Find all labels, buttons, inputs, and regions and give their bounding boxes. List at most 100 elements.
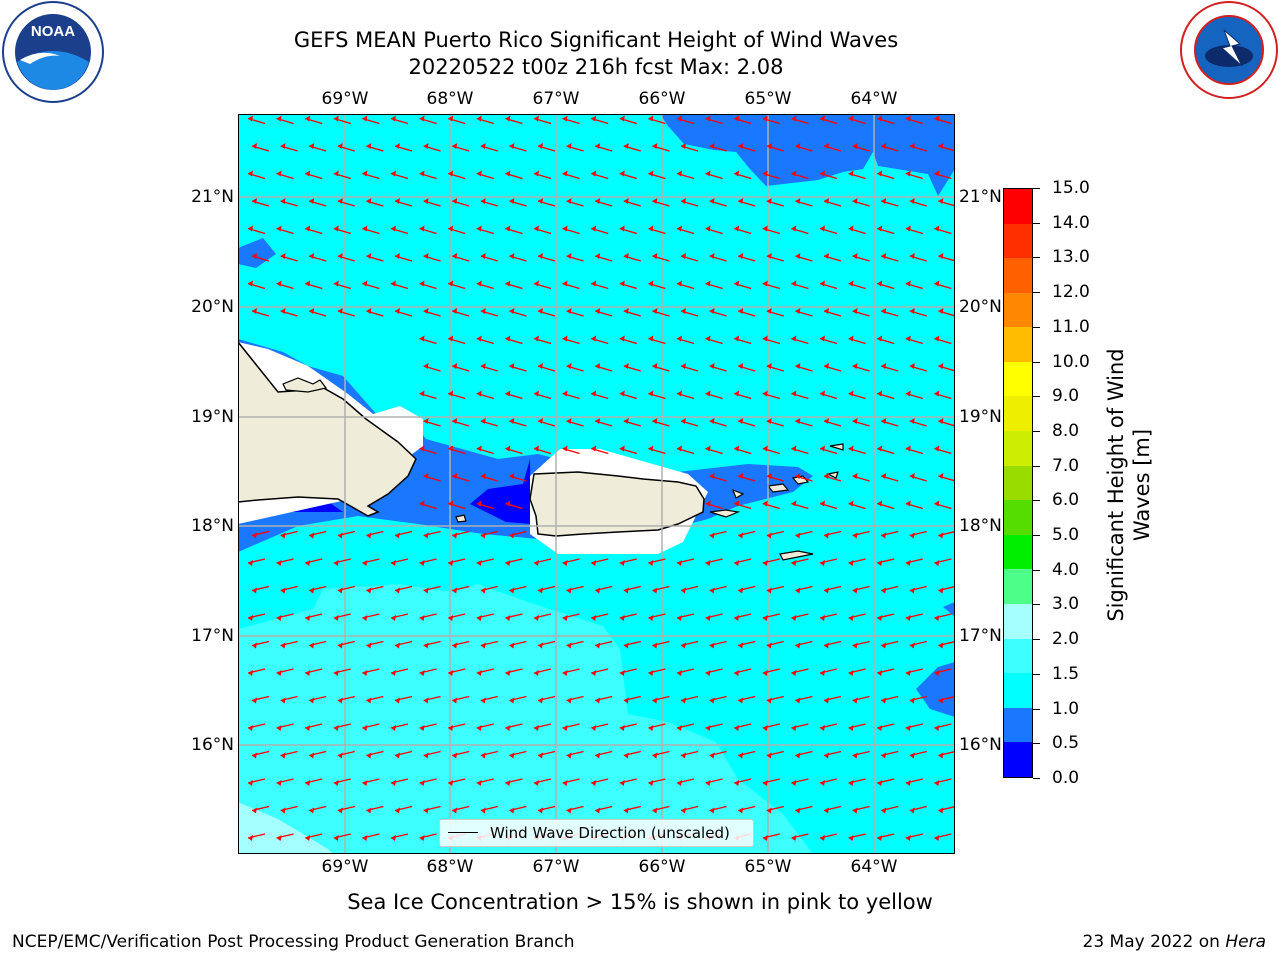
- wave-direction-arrowhead: [619, 780, 625, 786]
- wave-direction-arrowhead: [423, 253, 429, 259]
- vector-legend: Wind Wave Direction (unscaled): [439, 819, 754, 847]
- wave-direction-arrowhead: [824, 253, 829, 259]
- wave-direction-arrowhead: [791, 170, 797, 177]
- wave-direction-arrowhead: [423, 697, 429, 704]
- wave-direction-arrowhead: [652, 807, 658, 814]
- wave-direction-arrowhead: [705, 390, 711, 397]
- wave-field-0.5-1m: [916, 662, 955, 717]
- wave-direction-arrowhead: [480, 308, 486, 314]
- wave-direction-arrowhead: [734, 670, 740, 676]
- wave-direction-arrowhead: [362, 280, 368, 287]
- wave-direction-arrowhead: [423, 532, 429, 539]
- land-small-island: [709, 509, 741, 518]
- wave-direction-arrowhead: [938, 532, 944, 539]
- wave-direction-arrowhead: [623, 642, 629, 649]
- wave-direction-arrowhead: [362, 835, 368, 841]
- wave-field-0.5-1m: [943, 602, 955, 617]
- wave-direction-arrowhead: [934, 335, 940, 342]
- wave-direction-arrowhead: [881, 642, 887, 649]
- wave-direction-arrowhead: [505, 445, 511, 452]
- colorbar-tick: [1033, 743, 1040, 745]
- wave-direction-arrowhead: [648, 225, 654, 232]
- wave-direction-arrowhead: [252, 532, 257, 539]
- wave-direction-arrowhead: [395, 697, 400, 704]
- wave-direction-arrowhead: [938, 308, 944, 314]
- wave-direction-arrowhead: [566, 642, 572, 649]
- wave-direction-arrowhead: [419, 280, 425, 287]
- wave-direction-arrowhead: [619, 280, 625, 287]
- wave-direction-arrowhead: [391, 835, 396, 841]
- wave-direction-arrowhead: [252, 198, 257, 204]
- wave-direction-arrowhead: [419, 615, 425, 621]
- wave-direction-arrowhead: [824, 308, 829, 314]
- colorbar-tick: [1033, 708, 1040, 710]
- wave-direction-arrowhead: [681, 143, 686, 149]
- wave-direction-arrowhead: [534, 390, 539, 397]
- colorbar-tick: [1033, 535, 1040, 537]
- wave-direction-arrowhead: [652, 697, 658, 704]
- wave-direction-arrowhead: [423, 198, 429, 204]
- footer-host: Hera: [1225, 932, 1266, 952]
- wave-direction-arrowhead: [705, 615, 711, 621]
- wave-direction-arrowhead: [709, 198, 715, 204]
- colorbar-tick: [1033, 396, 1040, 398]
- wave-direction-arrowhead: [248, 780, 253, 786]
- colorbar-tick-label: 6.0: [1052, 490, 1080, 511]
- wave-direction-arrowhead: [623, 308, 629, 314]
- wave-direction-arrowhead: [448, 280, 454, 287]
- wave-direction-arrowhead: [905, 445, 911, 452]
- wave-direction-arrowhead: [252, 143, 257, 149]
- wave-direction-arrowhead: [881, 807, 887, 814]
- colorbar-segment: [1004, 188, 1032, 224]
- wave-direction-arrowhead: [566, 253, 572, 259]
- wave-direction-arrowhead: [619, 560, 625, 566]
- wave-direction-arrowhead: [791, 780, 797, 786]
- wave-direction-arrowhead: [824, 752, 829, 759]
- wave-direction-arrowhead: [591, 335, 597, 342]
- wave-direction-arrowhead: [419, 390, 425, 397]
- wave-direction-arrowhead: [566, 418, 572, 424]
- wave-direction-arrowhead: [677, 115, 682, 122]
- colorbar-tick-label: 11.0: [1052, 316, 1090, 337]
- wave-direction-arrowhead: [738, 587, 744, 594]
- wave-direction-arrowhead: [734, 390, 740, 397]
- wave-direction-arrowhead: [705, 225, 711, 232]
- wave-direction-arrowhead: [509, 143, 515, 149]
- land-small-island: [731, 488, 745, 499]
- wave-direction-arrowhead: [820, 225, 825, 232]
- wave-direction-arrowhead: [248, 670, 253, 676]
- wave-direction-arrowhead: [423, 807, 429, 814]
- wave-direction-arrowhead: [280, 532, 286, 539]
- wave-direction-arrowhead: [852, 752, 858, 759]
- wave-direction-arrowhead: [909, 253, 915, 259]
- wave-direction-arrowhead: [248, 115, 253, 122]
- wave-direction-arrowhead: [677, 335, 682, 342]
- nws-logo: [1178, 0, 1280, 100]
- colorbar-segment: [1004, 292, 1032, 328]
- wave-direction-arrowhead: [934, 725, 940, 731]
- wave-direction-arrowhead: [419, 445, 425, 452]
- wave-direction-arrowhead: [591, 560, 597, 566]
- wave-direction-arrowhead: [909, 198, 915, 204]
- wave-direction-arrowhead: [276, 615, 282, 621]
- wave-direction-arrowhead: [738, 642, 744, 649]
- wave-direction-arrowhead: [280, 752, 286, 759]
- wave-direction-arrowhead: [562, 560, 568, 566]
- wave-direction-arrowhead: [419, 500, 425, 507]
- colorbar-tick: [1033, 639, 1040, 641]
- lat-label-right: 20°N: [959, 297, 1002, 317]
- wave-direction-arrowhead: [333, 115, 339, 122]
- wave-direction-arrowhead: [791, 445, 797, 452]
- wave-direction-arrowhead: [848, 225, 854, 232]
- wave-direction-arrowhead: [881, 308, 887, 314]
- wave-direction-arrowhead: [738, 418, 744, 424]
- wave-direction-arrowhead: [591, 615, 597, 621]
- wave-direction-arrowhead: [276, 670, 282, 676]
- footer-date: 23 May 2022 on Hera: [1083, 932, 1267, 952]
- wave-direction-arrowhead: [276, 115, 282, 122]
- wave-direction-arrowhead: [366, 253, 372, 259]
- wave-direction-arrowhead: [877, 615, 883, 621]
- wave-direction-arrowhead: [648, 445, 654, 452]
- wave-direction-arrowhead: [734, 115, 740, 122]
- wave-direction-arrowhead: [934, 500, 940, 507]
